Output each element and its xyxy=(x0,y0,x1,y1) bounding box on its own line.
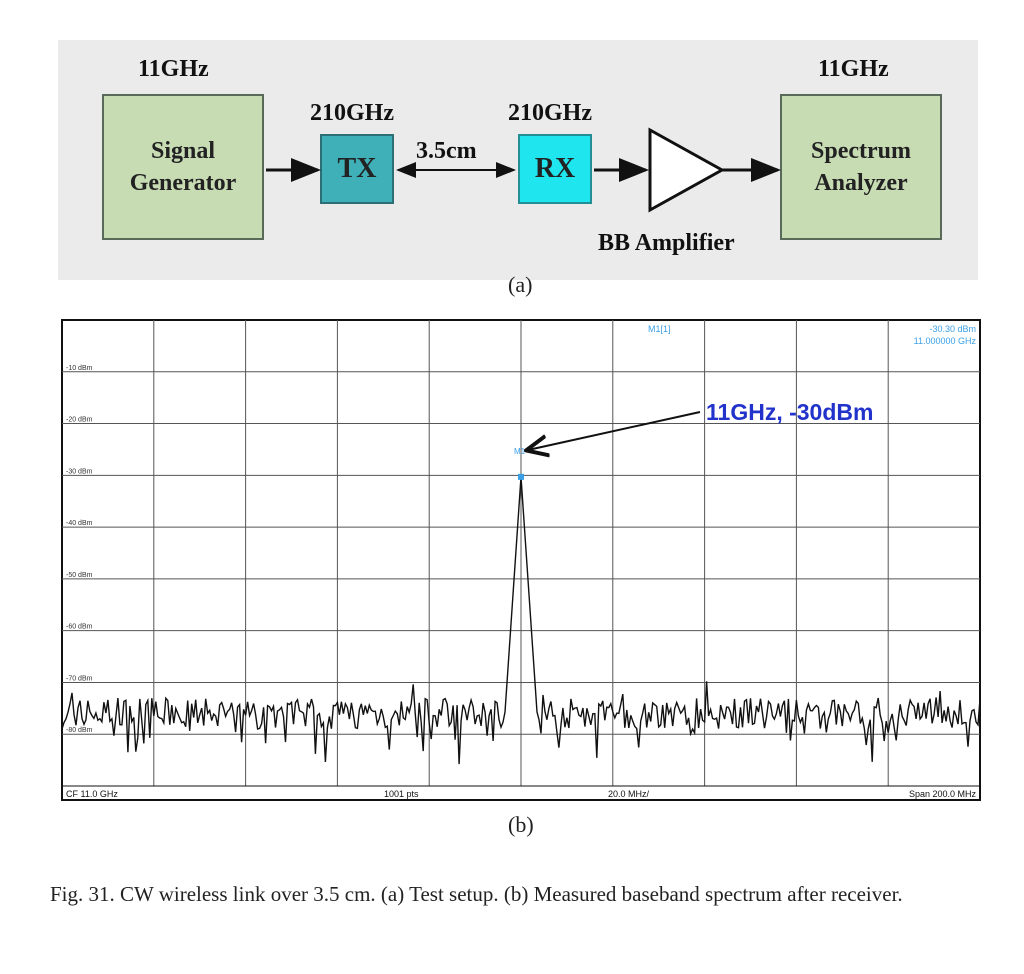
y-tick-label: -80 dBm xyxy=(66,727,93,734)
tx-frequency: 210GHz xyxy=(310,100,394,126)
diagram-connectors xyxy=(266,127,781,213)
footer-points: 1001 pts xyxy=(384,789,419,799)
footer-division: 20.0 MHz/ xyxy=(608,789,650,799)
marker-tag: M1 xyxy=(514,447,526,456)
y-tick-label: -40 dBm xyxy=(66,520,93,527)
subfigure-b-label: (b) xyxy=(508,812,534,837)
y-tick-label: -20 dBm xyxy=(66,417,93,424)
tx-box: TX xyxy=(320,134,394,204)
marker-readout-value: -30.30 dBm xyxy=(929,324,976,334)
annotation-arrow xyxy=(528,411,701,450)
marker-readout-frequency: 11.000000 GHz xyxy=(914,336,977,346)
rx-frequency: 210GHz xyxy=(508,100,592,126)
footer-center-frequency: CF 11.0 GHz xyxy=(66,789,118,799)
y-tick-label: -30 dBm xyxy=(66,468,93,475)
figure-caption: Fig. 31. CW wireless link over 3.5 cm. (… xyxy=(50,882,903,906)
generator-frequency: 11GHz xyxy=(138,56,209,82)
peak-marker xyxy=(518,473,524,480)
y-tick-label: -70 dBm xyxy=(66,675,93,682)
sa-label-2: Analyzer xyxy=(814,170,908,196)
footer-span: Span 200.0 MHz xyxy=(909,789,977,799)
sa-frequency: 11GHz xyxy=(818,56,889,82)
generator-label-2: Generator xyxy=(129,170,237,196)
spectrum-plot: -10 dBm -20 dBm -30 dBm -40 dBm -50 dBm -60 d… xyxy=(61,319,981,801)
subfigure-a-label: (a) xyxy=(508,272,533,297)
amplifier-triangle xyxy=(648,127,726,213)
sa-label-1: Spectrum xyxy=(811,138,911,164)
rx-box: RX xyxy=(518,134,592,204)
spectrum-analyzer-box: Spectrum Analyzer xyxy=(780,94,942,240)
peak-annotation: 11GHz, -30dBm xyxy=(706,399,873,425)
tx-label: TX xyxy=(337,153,377,184)
rx-label: RX xyxy=(534,153,576,184)
signal-generator-box: Signal Generator xyxy=(102,94,264,240)
y-tick-label: -10 dBm xyxy=(66,365,93,372)
generator-label-1: Signal xyxy=(150,138,216,164)
marker-readout-label: M1[1] xyxy=(648,324,671,334)
distance-label: 3.5cm xyxy=(416,138,477,164)
y-tick-label: -50 dBm xyxy=(66,572,93,579)
amplifier-label: BB Amplifier xyxy=(598,230,735,256)
y-tick-label: -60 dBm xyxy=(66,624,93,631)
